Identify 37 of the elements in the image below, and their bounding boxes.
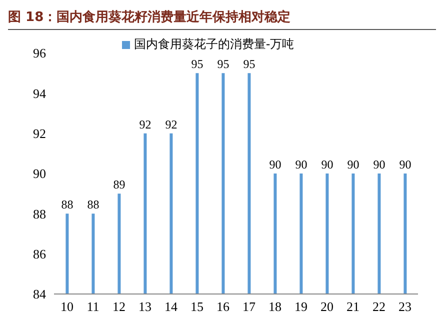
data-label: 90 [373,158,386,172]
x-tick-label: 14 [164,299,178,314]
x-tick-label: 15 [190,299,204,314]
y-tick-label: 92 [33,126,46,141]
data-label: 90 [295,158,308,172]
data-label: 92 [139,117,152,132]
data-label: 90 [399,158,412,172]
y-tick-label: 84 [33,286,46,302]
legend-label: 国内食用葵花子的消费量-万吨 [134,37,294,51]
x-tick-label: 16 [216,299,230,314]
y-tick-label: 90 [33,166,46,182]
data-label: 95 [191,57,204,72]
chart-title: 图 18：国内食用葵花籽消费量近年保持相对稳定 [8,8,436,30]
x-tick-label: 12 [112,299,126,314]
x-tick-label: 13 [138,299,152,314]
data-label: 90 [321,158,334,172]
x-tick-label: 11 [86,299,100,314]
data-label: 92 [165,117,178,132]
x-tick-label: 23 [398,299,412,314]
data-label: 90 [269,158,282,172]
y-tick-label: 88 [33,206,46,222]
data-label: 88 [61,198,74,212]
y-tick-label: 94 [33,86,46,101]
x-tick-label: 21 [346,299,360,314]
x-tick-label: 18 [268,299,282,314]
x-tick-label: 10 [60,299,74,314]
data-label: 95 [243,57,256,72]
data-label: 89 [113,178,126,192]
x-tick-label: 20 [320,299,334,314]
y-tick-label: 96 [33,46,46,61]
data-label: 88 [87,198,100,212]
y-tick-label: 86 [33,246,46,262]
x-tick-label: 22 [372,299,386,314]
data-label: 90 [347,158,360,172]
data-label: 95 [217,57,230,72]
x-tick-label: 17 [242,299,256,314]
x-tick-label: 19 [294,299,308,314]
